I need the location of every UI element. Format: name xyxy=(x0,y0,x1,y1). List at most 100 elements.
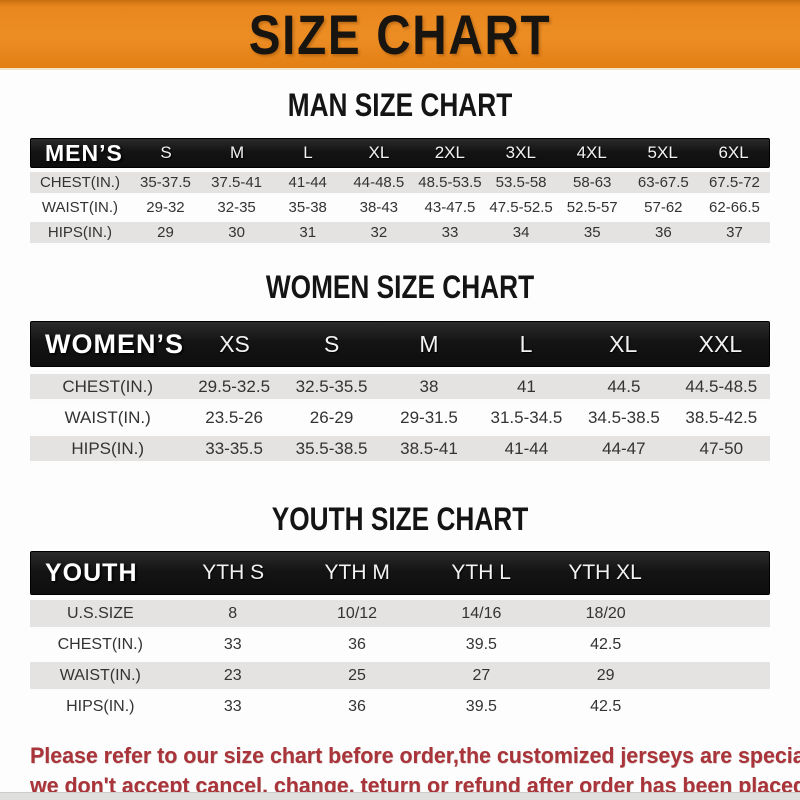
table-row: CHEST(IN.) 35-37.5 37.5-41 41-44 44-48.5 48.5… xyxy=(30,170,770,195)
column-header: L xyxy=(303,143,313,162)
size-value: 39.5 xyxy=(465,697,497,715)
column-header: YTH M xyxy=(324,561,390,584)
column-header: 5XL xyxy=(647,143,678,162)
size-value: 32 xyxy=(370,224,388,241)
row-label: HIPS(IN.) xyxy=(71,438,145,458)
table-row: U.S.SIZE 8 10/12 14/16 18/20 xyxy=(30,598,770,629)
section-men: MAN SIZE CHART MEN’S S M L XL 2XL 3XL 4XL 5XL 6XL… xyxy=(0,87,800,245)
size-value: 43-47.5 xyxy=(424,199,476,216)
row-label: HIPS(IN.) xyxy=(66,697,135,715)
size-value: 8 xyxy=(228,604,238,622)
table-row: HIPS(IN.) 29 30 31 32 33 34 35 36 37 xyxy=(30,220,770,245)
size-value: 58-63 xyxy=(573,174,612,191)
size-value: 33-35.5 xyxy=(205,438,263,458)
table-header-label: MEN’S xyxy=(45,139,123,166)
column-header: 6XL xyxy=(718,143,749,162)
row-label: WAIST(IN.) xyxy=(41,199,118,216)
size-value: 41-44 xyxy=(288,174,327,191)
size-value: 41-44 xyxy=(504,438,549,458)
size-value: 37.5-41 xyxy=(211,174,263,191)
column-header: L xyxy=(519,330,533,357)
size-value: 62-66.5 xyxy=(709,199,760,216)
size-value: 29 xyxy=(596,666,615,684)
size-value: 36 xyxy=(654,224,672,241)
size-value: 44.5 xyxy=(607,376,641,396)
size-value: 35-37.5 xyxy=(140,174,191,191)
size-value: 25 xyxy=(348,666,366,684)
size-value: 42.5 xyxy=(590,635,622,653)
size-value: 34.5-38.5 xyxy=(587,407,660,427)
column-header: YTH XL xyxy=(568,561,642,584)
banner-title: SIZE CHART xyxy=(248,2,552,66)
notice-line-1: Please refer to our size chart before or… xyxy=(30,743,800,768)
size-value: 48.5-53.5 xyxy=(418,174,482,191)
column-header: YTH S xyxy=(202,561,265,584)
men-section-title: MAN SIZE CHART xyxy=(287,87,513,123)
row-label: CHEST(IN.) xyxy=(39,174,120,191)
table-header-row: YOUTH YTH S YTH M YTH L YTH XL xyxy=(30,551,770,595)
size-value: 44-47 xyxy=(602,438,646,458)
row-label: CHEST(IN.) xyxy=(57,635,143,653)
column-header: XS xyxy=(219,330,250,357)
table-row: CHEST(IN.) 33 36 39.5 42.5 xyxy=(30,629,770,660)
size-value: 39.5 xyxy=(465,635,497,653)
size-value: 47-50 xyxy=(699,438,744,458)
size-value: 38 xyxy=(419,376,439,396)
men-size-table: MEN’S S M L XL 2XL 3XL 4XL 5XL 6XL CHEST(IN.) 35-37… xyxy=(30,138,770,245)
column-header: S xyxy=(160,143,172,162)
table-row: HIPS(IN.) 33-35.5 35.5-38.5 38.5-41 41-44 44-… xyxy=(30,433,770,464)
size-value: 29 xyxy=(157,224,174,241)
size-value: 31.5-34.5 xyxy=(490,407,563,427)
women-size-table: WOMEN’S XS S M L XL XXL CHEST(IN.) 29.5-32.5 32.5… xyxy=(30,321,770,464)
size-value: 38.5-42.5 xyxy=(685,407,758,427)
size-value: 30 xyxy=(228,224,245,241)
size-value: 33 xyxy=(441,224,459,241)
size-value: 18/20 xyxy=(585,604,626,622)
size-value: 57-62 xyxy=(644,199,683,216)
table-row: WAIST(IN.) 23 25 27 29 xyxy=(30,660,770,691)
row-label: WAIST(IN.) xyxy=(64,407,151,427)
size-value: 42.5 xyxy=(590,697,622,715)
size-value: 34 xyxy=(512,224,530,241)
table-row: HIPS(IN.) 33 36 39.5 42.5 xyxy=(30,691,770,722)
row-label: CHEST(IN.) xyxy=(62,376,154,396)
column-header: XL xyxy=(609,330,638,357)
column-header: 2XL xyxy=(434,143,465,162)
column-header: M xyxy=(229,143,245,162)
size-value: 38.5-41 xyxy=(400,438,458,458)
size-value: 29-32 xyxy=(146,199,185,216)
column-header: YTH L xyxy=(451,561,511,584)
table-row: WAIST(IN.) 29-32 32-35 35-38 38-43 43-47.5 47.… xyxy=(30,195,770,220)
size-value: 23.5-26 xyxy=(205,407,263,427)
row-label: U.S.SIZE xyxy=(66,604,134,622)
section-youth: YOUTH SIZE CHART YOUTH YTH S YTH M YTH L YTH… xyxy=(0,501,800,722)
size-value: 37 xyxy=(726,224,743,241)
size-value: 29.5-32.5 xyxy=(198,376,271,396)
size-value: 14/16 xyxy=(461,604,502,622)
banner: SIZE CHART xyxy=(0,0,800,70)
size-value: 33 xyxy=(223,635,242,653)
size-value: 41 xyxy=(516,376,536,396)
size-value: 36 xyxy=(348,697,366,715)
size-value: 32-35 xyxy=(217,199,256,216)
table-header-row: WOMEN’S XS S M L XL XXL xyxy=(30,321,770,367)
youth-section-title: YOUTH SIZE CHART xyxy=(271,501,529,537)
size-value: 67.5-72 xyxy=(709,174,760,191)
column-header: M xyxy=(419,330,439,357)
column-header: 4XL xyxy=(576,143,607,162)
size-value: 53.5-58 xyxy=(495,174,547,191)
size-value: 32.5-35.5 xyxy=(295,376,368,396)
size-value: 44-48.5 xyxy=(353,174,405,191)
footer-notice: Please refer to our size chart before or… xyxy=(30,741,800,800)
size-value: 35.5-38.5 xyxy=(295,438,368,458)
row-label: WAIST(IN.) xyxy=(59,666,141,684)
table-row: CHEST(IN.) 29.5-32.5 32.5-35.5 38 41 44.5 44.5… xyxy=(30,371,770,402)
size-value: 52.5-57 xyxy=(566,199,618,216)
size-value: 10/12 xyxy=(337,604,378,622)
size-value: 27 xyxy=(472,666,491,684)
table-row: WAIST(IN.) 23.5-26 26-29 29-31.5 31.5-34.5 34… xyxy=(30,402,770,433)
bottom-edge-strip xyxy=(0,792,800,800)
column-header: XXL xyxy=(698,330,743,357)
table-header-row: MEN’S S M L XL 2XL 3XL 4XL 5XL 6XL xyxy=(30,138,770,168)
